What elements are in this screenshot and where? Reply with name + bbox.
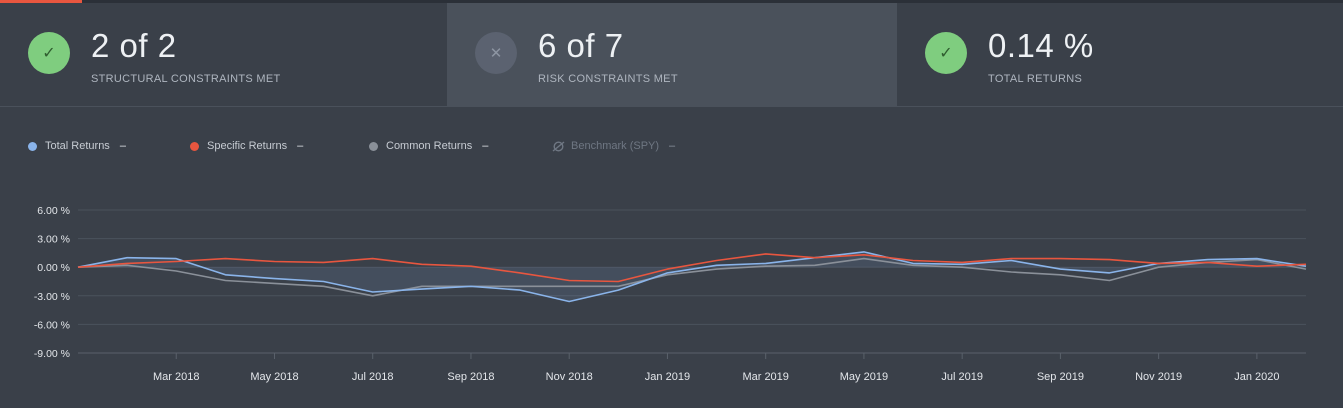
legend-item-common-returns[interactable]: Common Returns – <box>369 140 488 152</box>
x-tick-label: May 2018 <box>250 371 298 383</box>
y-tick-label: -6.00 % <box>34 319 70 331</box>
chart-legend: Total Returns – Specific Returns – Commo… <box>28 140 928 154</box>
x-tick-label: Mar 2018 <box>153 371 199 383</box>
x-tick-label: Mar 2019 <box>742 371 788 383</box>
x-tick-label: Jan 2019 <box>645 371 690 383</box>
structural-constraints-caption: STRUCTURAL CONSTRAINTS MET <box>91 73 281 85</box>
legend-label: Common Returns <box>386 140 473 152</box>
structural-constraints-value: 2 of 2 <box>91 27 177 64</box>
specific-returns-line <box>77 253 1307 283</box>
y-tick-label: 3.00 % <box>37 234 70 246</box>
y-tick-label: -3.00 % <box>34 291 70 303</box>
x-tick-label: Nov 2018 <box>546 371 593 383</box>
check-icon: ✓ <box>925 32 967 74</box>
structural-constraints-card: ✓ 2 of 2 STRUCTURAL CONSTRAINTS MET <box>0 3 447 107</box>
stats-summary: ✓ 2 of 2 STRUCTURAL CONSTRAINTS MET ✕ 6 … <box>0 3 1343 107</box>
risk-constraints-value: 6 of 7 <box>538 27 624 64</box>
total-returns-caption: TOTAL RETURNS <box>988 73 1083 85</box>
y-tick-label: 6.00 % <box>37 205 70 217</box>
legend-item-total-returns[interactable]: Total Returns – <box>28 140 126 152</box>
total-returns-value: 0.14 % <box>988 27 1094 64</box>
check-icon: ✓ <box>28 32 70 74</box>
active-tab-indicator <box>0 0 82 3</box>
legend-value: – <box>119 140 126 152</box>
returns-line-chart[interactable]: 6.00 % 3.00 % 0.00 % -3.00 % -6.00 % -9.00 % M… <box>0 195 1343 408</box>
x-tick-label: Sep 2019 <box>1037 371 1084 383</box>
legend-dot <box>369 141 378 151</box>
x-tick-label: May 2019 <box>840 371 888 383</box>
total-returns-area <box>78 251 1306 302</box>
x-tick-label: Jul 2019 <box>941 371 983 383</box>
risk-constraints-card[interactable]: ✕ 6 of 7 RISK CONSTRAINTS MET <box>447 3 897 107</box>
legend-label: Total Returns <box>45 140 110 152</box>
y-tick-label: 0.00 % <box>37 262 70 274</box>
legend-value: – <box>669 140 676 152</box>
legend-value: – <box>482 140 489 152</box>
legend-dot <box>190 141 199 151</box>
legend-item-benchmark[interactable]: Benchmark (SPY) – <box>552 140 675 152</box>
x-tick-label: Jul 2018 <box>352 371 394 383</box>
risk-constraints-caption: RISK CONSTRAINTS MET <box>538 73 678 85</box>
x-icon: ✕ <box>475 32 517 74</box>
legend-label: Benchmark (SPY) <box>571 140 660 152</box>
total-returns-line <box>77 251 1307 303</box>
x-tick-label: Sep 2018 <box>447 371 494 383</box>
y-tick-label: -9.00 % <box>34 348 70 360</box>
x-tick-label: Nov 2019 <box>1135 371 1182 383</box>
legend-value: – <box>297 140 304 152</box>
hidden-series-icon <box>552 140 565 152</box>
legend-item-specific-returns[interactable]: Specific Returns – <box>190 140 303 152</box>
x-tick-label: Jan 2020 <box>1234 371 1279 383</box>
common-returns-line <box>77 257 1307 297</box>
total-returns-card: ✓ 0.14 % TOTAL RETURNS <box>897 3 1343 107</box>
top-bar <box>0 0 1343 3</box>
legend-label: Specific Returns <box>207 140 288 152</box>
legend-dot <box>28 141 37 151</box>
